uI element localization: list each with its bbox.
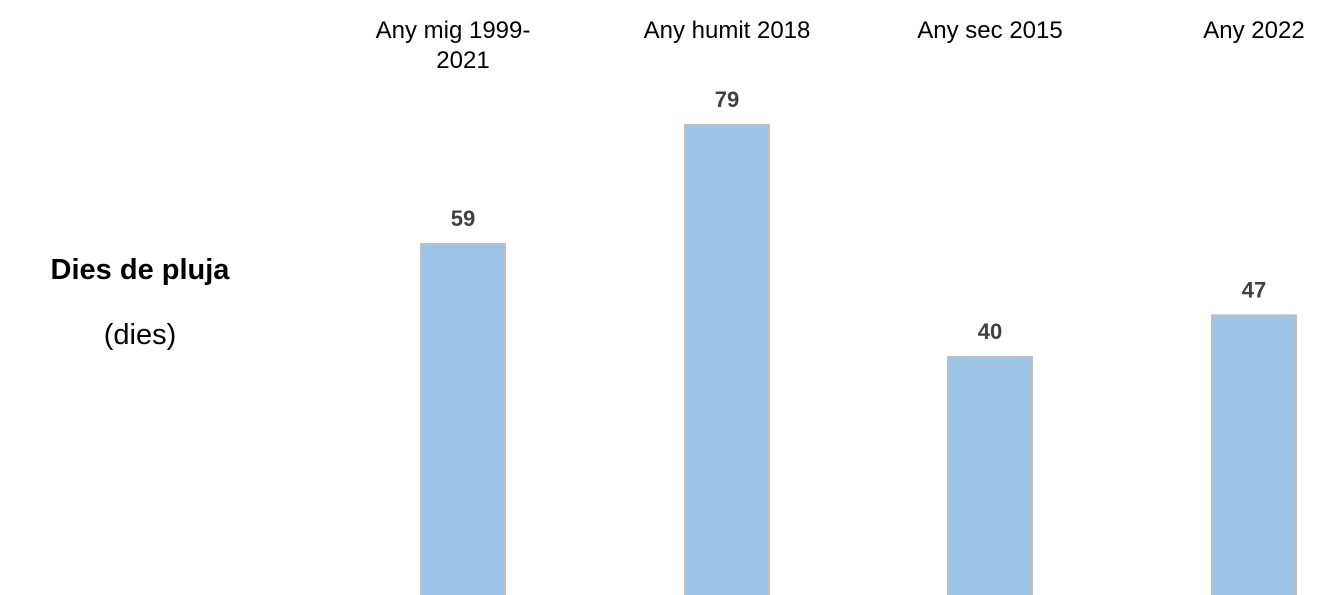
category-label-2: Any humit 2018 — [644, 17, 811, 44]
bar-2 — [684, 123, 770, 595]
category-label-4: Any 2022 — [1203, 17, 1304, 44]
y-axis-unit: (dies) — [104, 319, 177, 351]
bars-group — [420, 123, 1297, 595]
category-label-line: Any sec 2015 — [917, 17, 1062, 44]
value-label-1: 59 — [451, 206, 475, 231]
bar-3 — [947, 356, 1033, 595]
category-label-line: 2021 — [436, 47, 489, 74]
category-labels-group: Any mig 1999- 2021 Any humit 2018 Any sec 2… — [376, 17, 1305, 74]
value-label-2: 79 — [715, 87, 739, 112]
category-label-1: Any mig 1999- 2021 — [376, 17, 531, 74]
category-label-3: Any sec 2015 — [917, 17, 1062, 44]
value-labels-group: 59 79 40 47 — [451, 87, 1266, 344]
category-label-line: Any humit 2018 — [644, 17, 811, 44]
y-axis-label: Dies de pluja — [51, 254, 231, 286]
value-label-4: 47 — [1242, 277, 1266, 302]
category-label-line: Any 2022 — [1203, 17, 1304, 44]
bar-4 — [1211, 314, 1297, 595]
value-label-3: 40 — [978, 319, 1002, 344]
bar-1 — [420, 242, 506, 595]
category-label-line: Any mig 1999- — [376, 17, 531, 44]
